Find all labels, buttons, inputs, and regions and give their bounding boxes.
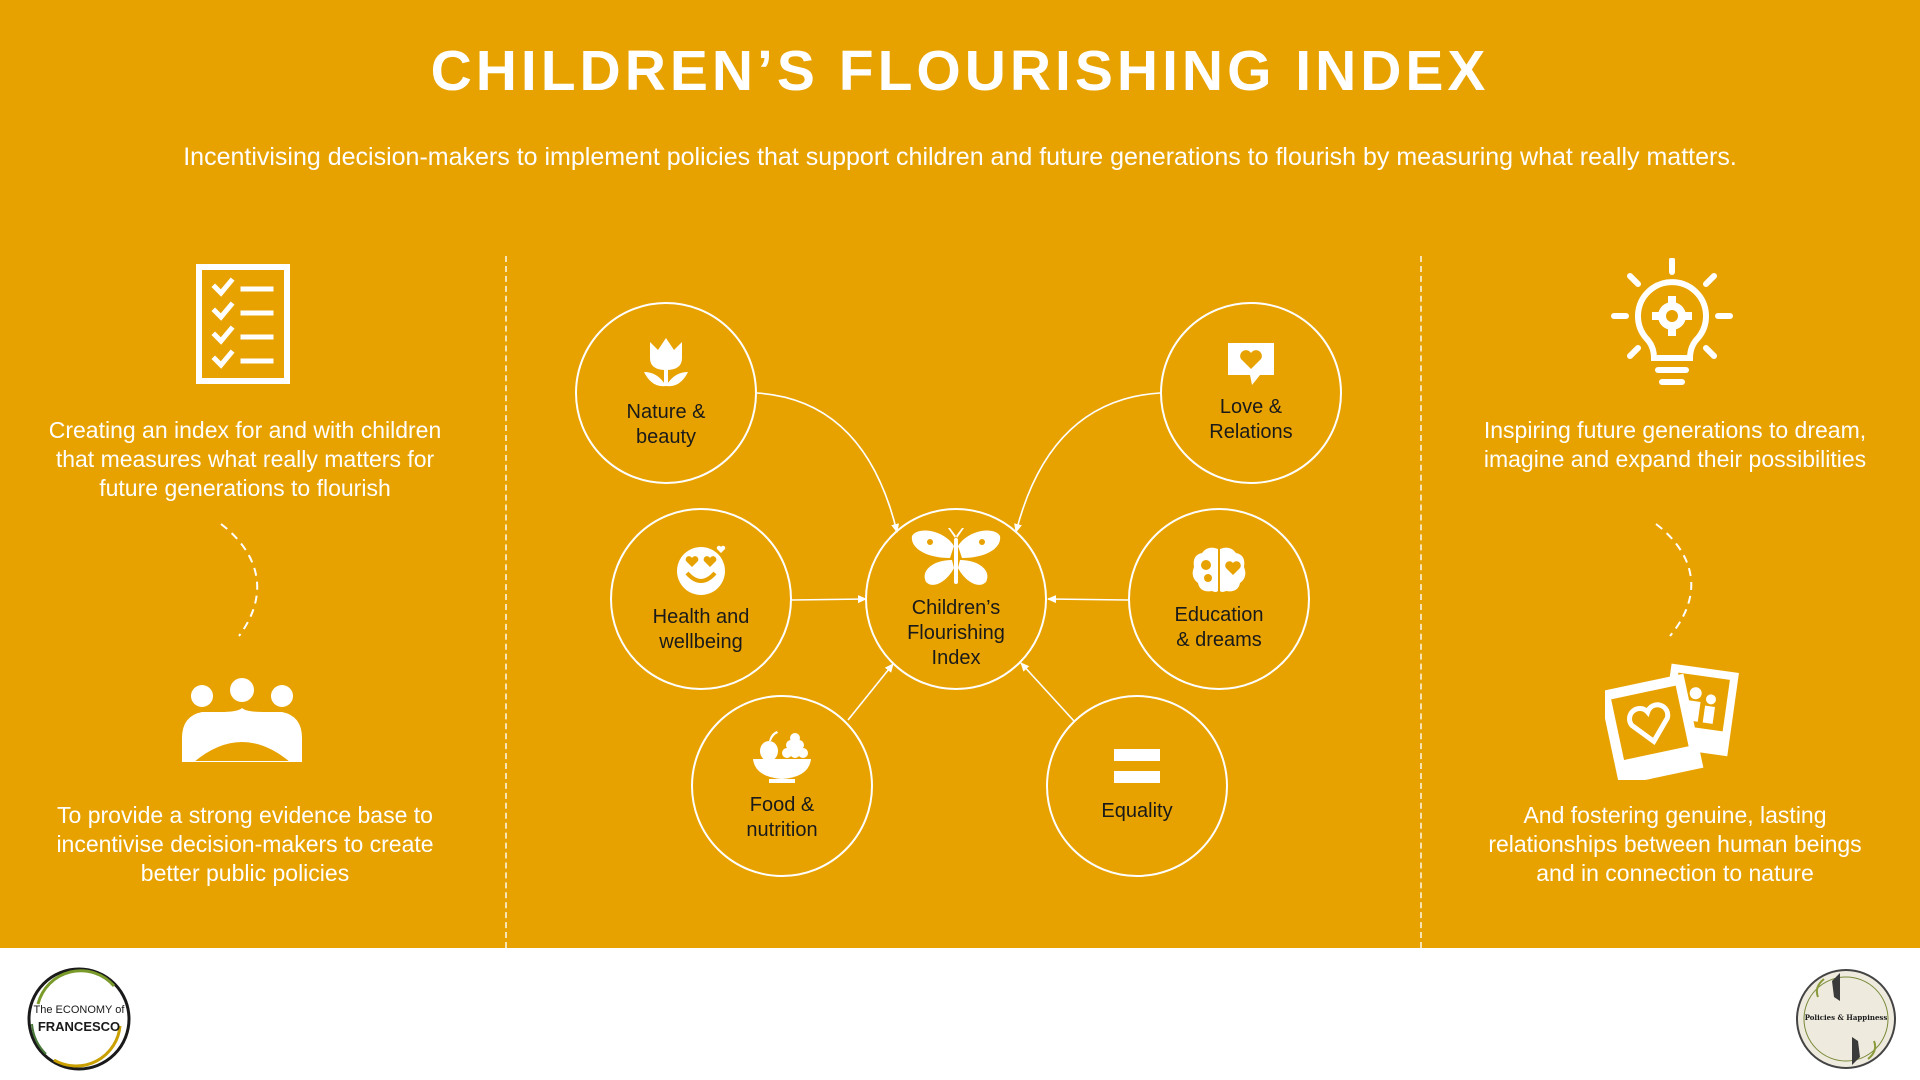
node-equality-label: Equality <box>1101 799 1173 822</box>
dashed-curve-left <box>220 523 259 637</box>
left-text-top: Creating an index for and with children … <box>48 417 442 501</box>
connector-love <box>1014 392 1161 533</box>
heart-chat-icon <box>1228 343 1274 385</box>
footer <box>0 948 1920 1080</box>
node-center-label: Children’s Flourishing Index <box>907 596 1005 669</box>
checklist-icon <box>196 264 290 384</box>
right-divider <box>1420 256 1422 948</box>
economy-of-francesco-logo: The ECONOMY of FRANCESCO <box>24 964 134 1074</box>
connector-food <box>847 663 894 721</box>
smiley-hearts-icon <box>677 545 726 595</box>
equals-icon <box>1114 748 1160 783</box>
fruit-bowl-icon <box>753 731 811 783</box>
page-subtitle: Incentivising decision-makers to impleme… <box>183 143 1737 171</box>
group-meeting-icon <box>182 678 302 762</box>
tulip-icon <box>644 338 688 387</box>
diagram-connectors <box>756 392 1161 722</box>
left-divider <box>505 256 507 948</box>
node-health-label: Health and wellbeing <box>652 606 750 653</box>
left-text-bottom: To provide a strong evidence base to inc… <box>56 802 434 886</box>
logo-left-line2: FRANCESCO <box>37 1019 121 1034</box>
node-nature-label: Nature & beauty <box>626 401 706 448</box>
content-panel <box>0 0 1920 948</box>
logo-left-line1: The ECONOMY of <box>33 1004 125 1016</box>
right-text-top: Inspiring future generations to dream, i… <box>1483 417 1867 472</box>
node-nature: Nature & beauty <box>575 302 757 484</box>
connector-nature <box>756 392 899 533</box>
connector-education <box>1047 595 1129 604</box>
logo-right-text: Policies & Happiness <box>1804 1013 1888 1022</box>
node-love: Love & Relations <box>1160 302 1342 484</box>
lightbulb-gear-icon <box>1611 258 1733 385</box>
node-education-label: Education & dreams <box>1174 604 1264 651</box>
node-food: Food & nutrition <box>691 695 873 877</box>
policies-happiness-logo: Policies & Happiness <box>1794 967 1898 1071</box>
right-text-bottom: And fostering genuine, lasting relations… <box>1488 802 1862 886</box>
node-health: Health and wellbeing <box>610 508 792 690</box>
node-center-index: Children’s Flourishing Index <box>865 508 1047 690</box>
node-education: Education & dreams <box>1128 508 1310 690</box>
brain-icon <box>1192 547 1246 592</box>
node-love-label: Love & Relations <box>1209 396 1293 443</box>
photos-icon <box>1605 663 1739 780</box>
dashed-curve-right <box>1655 523 1693 637</box>
page-title: CHILDREN’S FLOURISHING INDEX <box>430 39 1490 103</box>
connector-equality <box>1020 662 1075 722</box>
node-food-label: Food & nutrition <box>746 794 818 841</box>
connector-health <box>791 595 867 604</box>
node-equality: Equality <box>1046 695 1228 877</box>
butterfly-icon <box>911 527 1001 585</box>
